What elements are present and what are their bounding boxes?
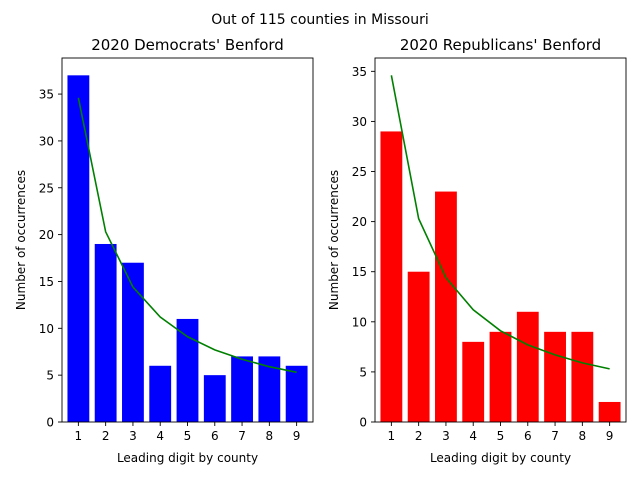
x-tick-label: 4 xyxy=(469,429,477,443)
bar-digit-6 xyxy=(203,375,226,422)
y-tick-label: 25 xyxy=(39,181,54,195)
y-tick-label: 15 xyxy=(352,265,367,279)
y-tick-label: 30 xyxy=(352,115,367,129)
x-tick-label: 1 xyxy=(75,429,83,443)
bar-digit-7 xyxy=(544,331,566,422)
x-tick-label: 5 xyxy=(497,429,505,443)
y-tick-label: 30 xyxy=(39,134,54,148)
x-tick-label: 3 xyxy=(129,429,137,443)
republicans-benford-chart: 1 2 3 4 5 6 7 8 9 0 5 10 15 20 25 30 35 2020 Republicans'… xyxy=(327,36,627,465)
bar-digit-8 xyxy=(571,331,594,422)
x-axis-label: Leading digit by county xyxy=(117,451,258,465)
figure-suptitle: Out of 115 counties in Missouri xyxy=(211,12,429,28)
x-tick-label: 8 xyxy=(579,429,587,443)
bar-digit-2 xyxy=(407,271,430,422)
x-tick-label: 7 xyxy=(551,429,559,443)
bar-digit-9 xyxy=(598,401,621,422)
x-tick-label: 3 xyxy=(442,429,450,443)
x-tick-label: 4 xyxy=(156,429,164,443)
x-tick-label: 2 xyxy=(102,429,110,443)
y-tick-label: 15 xyxy=(39,275,54,289)
y-tick-label: 10 xyxy=(352,315,367,329)
y-tick-label: 5 xyxy=(46,369,54,383)
bar-digit-5 xyxy=(489,331,512,422)
y-tick-label: 10 xyxy=(39,322,54,336)
y-tick-label: 20 xyxy=(352,215,367,229)
chart-title: 2020 Democrats' Benford xyxy=(91,36,284,54)
bar-digit-1 xyxy=(67,75,90,422)
x-tick-label: 9 xyxy=(606,429,614,443)
bar-digit-4 xyxy=(462,341,485,422)
bar-digit-4 xyxy=(149,365,172,422)
bar-digit-3 xyxy=(435,191,457,422)
x-tick-label: 8 xyxy=(266,429,274,443)
x-tick-label: 5 xyxy=(184,429,192,443)
bar-digit-8 xyxy=(258,356,281,422)
bar-digit-1 xyxy=(380,131,403,422)
y-axis-label: Number of occurrences xyxy=(327,170,341,310)
x-tick-label: 7 xyxy=(238,429,246,443)
x-tick-label: 6 xyxy=(211,429,219,443)
bar-digit-9 xyxy=(285,365,308,422)
y-tick-label: 35 xyxy=(352,65,367,79)
x-tick-label: 6 xyxy=(524,429,532,443)
x-tick-label: 1 xyxy=(388,429,396,443)
bar-digit-7 xyxy=(231,356,253,422)
x-axis-label: Leading digit by county xyxy=(430,451,571,465)
y-tick-label: 5 xyxy=(359,365,367,379)
bar-digit-2 xyxy=(94,243,117,422)
benford-expected-line xyxy=(390,75,610,370)
bar-digit-6 xyxy=(516,311,539,422)
y-tick-label: 20 xyxy=(39,228,54,242)
y-tick-label: 25 xyxy=(352,165,367,179)
x-tick-label: 9 xyxy=(293,429,301,443)
benford-expected-line xyxy=(77,97,297,374)
y-axis-label: Number of occurrences xyxy=(14,170,28,310)
x-tick-label: 2 xyxy=(415,429,423,443)
bar-digit-5 xyxy=(176,318,199,422)
bar-digit-3 xyxy=(122,262,144,422)
y-tick-label: 35 xyxy=(39,88,54,102)
democrats-benford-chart: 1 2 3 4 5 6 7 8 9 0 5 10 15 20 25 30 35 2020 Democrats' B… xyxy=(14,36,314,465)
y-tick-label: 0 xyxy=(46,416,54,430)
y-tick-label: 0 xyxy=(359,416,367,430)
chart-title: 2020 Republicans' Benford xyxy=(400,36,601,54)
